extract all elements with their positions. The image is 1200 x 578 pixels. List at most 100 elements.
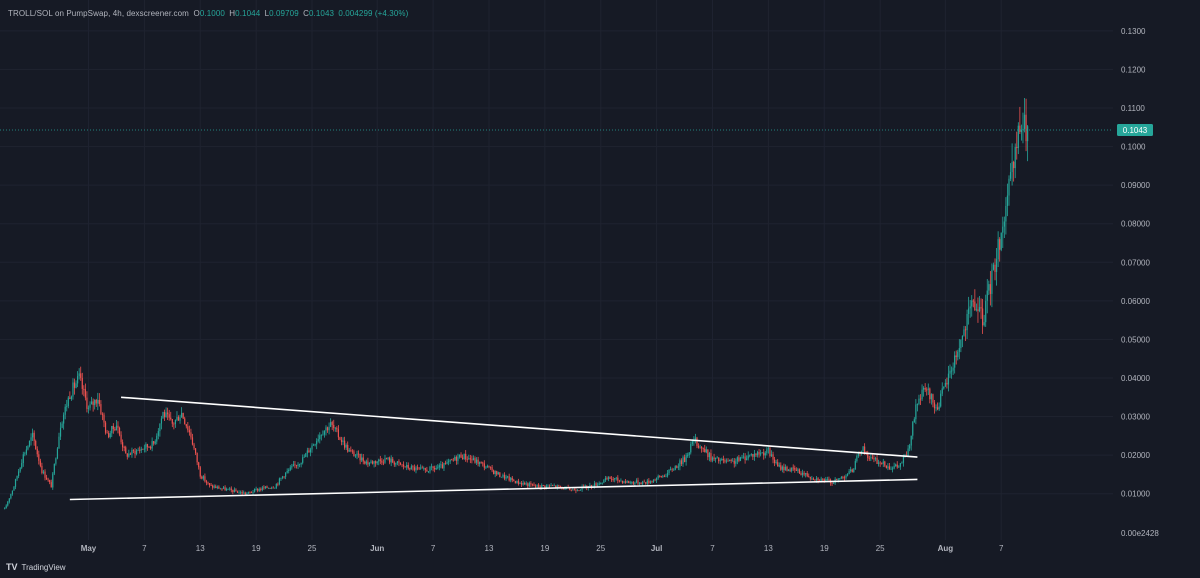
time-tick-label: 25 [596, 544, 605, 553]
price-axis[interactable]: 0.1300 0.1200 0.1100 0.1000 0.09000 0.08000 0.… [1113, 0, 1200, 578]
candle [170, 411, 172, 421]
candle [955, 350, 957, 365]
candle [365, 459, 367, 466]
candle [146, 443, 149, 451]
candle [241, 490, 243, 495]
candle [663, 474, 665, 478]
candle [836, 478, 838, 481]
candle [632, 481, 634, 485]
trendline-lower[interactable] [69, 478, 918, 501]
candle [1003, 216, 1005, 239]
candle [739, 456, 742, 462]
candle [328, 422, 330, 435]
candle [794, 465, 796, 473]
time-axis[interactable]: May 7 13 19 25 Jun 7 13 19 25 Jul 7 13 19 25 Aug 7 [81, 544, 1004, 553]
candle [756, 450, 759, 458]
price-tick-label: 0.1200 [1121, 65, 1146, 74]
candle [297, 462, 299, 470]
candle [899, 462, 901, 470]
candle [913, 417, 915, 423]
candle [344, 436, 346, 450]
candle [812, 477, 815, 481]
candle [527, 482, 529, 489]
candle [676, 465, 678, 469]
candle [229, 486, 231, 491]
candle [520, 481, 523, 487]
candle [680, 458, 683, 466]
candle [850, 466, 852, 473]
candle [252, 490, 254, 495]
candle [611, 476, 613, 482]
candle [410, 464, 412, 470]
candle [359, 453, 361, 465]
trendline-upper[interactable] [121, 396, 918, 458]
candle [553, 483, 555, 487]
candle [635, 478, 638, 484]
candle [219, 487, 222, 490]
candle [736, 456, 738, 465]
candle [722, 455, 724, 464]
candle [881, 462, 883, 465]
candle [368, 462, 371, 467]
candle [461, 454, 464, 460]
candle [108, 430, 110, 439]
candle [95, 398, 97, 407]
candle [336, 426, 338, 433]
candle [194, 448, 197, 455]
candle [409, 467, 411, 471]
candle [915, 399, 917, 425]
candle [437, 464, 439, 470]
candle [111, 425, 113, 438]
candle [772, 451, 774, 464]
candle [1002, 216, 1004, 248]
candle [961, 335, 964, 348]
candle [350, 446, 352, 453]
candle [264, 486, 267, 490]
candle [936, 402, 939, 411]
candle [429, 465, 431, 474]
candle [312, 443, 315, 446]
candle [145, 442, 147, 453]
candle [232, 489, 234, 495]
candle [618, 479, 620, 483]
candle [916, 403, 919, 412]
time-tick-label: 7 [142, 544, 147, 553]
candle [767, 446, 769, 454]
candle [659, 475, 661, 478]
candle [291, 463, 293, 470]
candle [457, 453, 459, 465]
candle [556, 484, 558, 490]
candle [167, 407, 169, 420]
candle [404, 466, 406, 468]
candle [213, 484, 215, 489]
candle [362, 453, 364, 465]
candle [101, 412, 104, 421]
candle [250, 491, 253, 493]
candle [640, 482, 642, 485]
candle [778, 462, 780, 468]
candle [466, 456, 468, 463]
candle [348, 448, 350, 452]
candle [41, 462, 43, 475]
candle [704, 444, 706, 453]
candle [784, 464, 787, 471]
candle [381, 458, 383, 466]
candle [210, 482, 212, 486]
time-tick-label: 7 [999, 544, 1004, 553]
candle [871, 454, 873, 460]
candle [174, 419, 177, 428]
candle [612, 476, 614, 482]
candle [339, 436, 341, 441]
candle [165, 407, 167, 418]
tradingview-attribution[interactable]: TV TradingView [6, 562, 66, 572]
candle [1027, 124, 1029, 162]
candle [134, 447, 136, 459]
candle [727, 458, 729, 462]
candle [274, 487, 276, 489]
candle [992, 262, 995, 271]
candle [547, 484, 549, 488]
candle [890, 466, 892, 470]
candle [389, 456, 391, 465]
candle [1011, 143, 1013, 186]
